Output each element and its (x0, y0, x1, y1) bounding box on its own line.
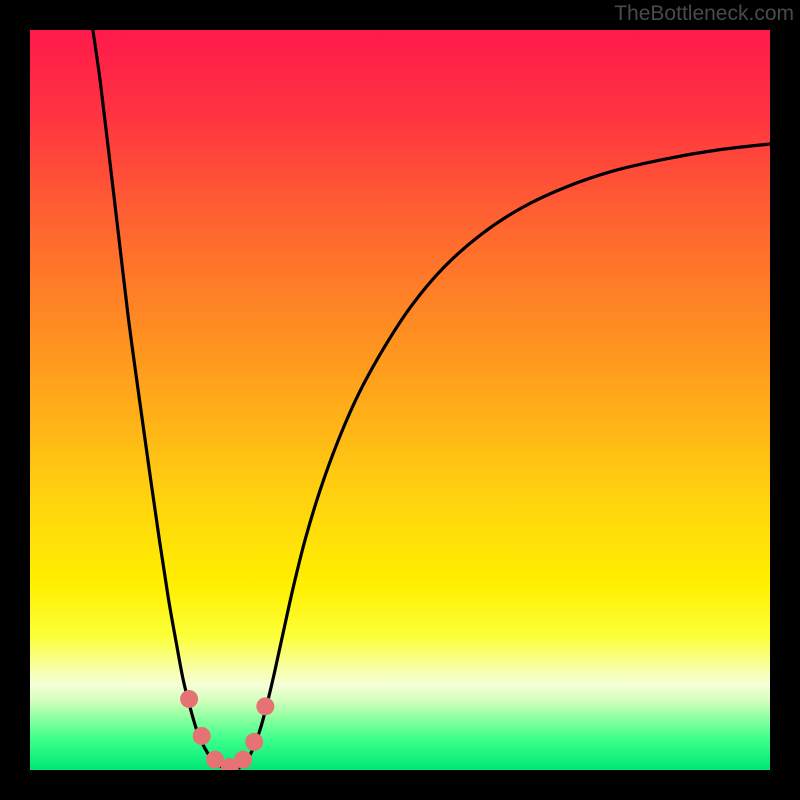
data-marker (193, 727, 211, 745)
data-marker (180, 690, 198, 708)
data-marker (256, 697, 274, 715)
watermark-text: TheBottleneck.com (614, 2, 794, 26)
chart-svg (30, 30, 770, 770)
chart-container: TheBottleneck.com (0, 0, 800, 800)
data-marker (234, 751, 252, 769)
plot-area (30, 30, 770, 770)
data-marker (245, 733, 263, 751)
